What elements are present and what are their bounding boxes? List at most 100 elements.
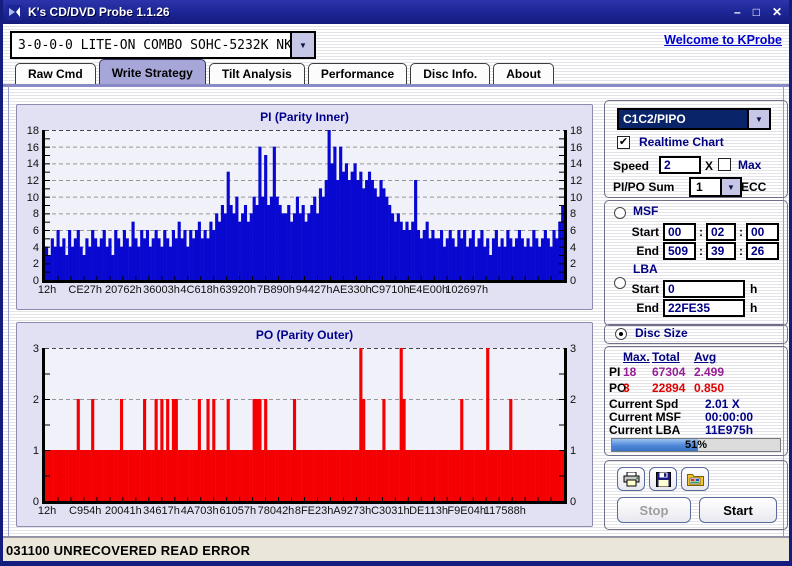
x-tick-label: 20041h [105, 505, 142, 517]
tab-about[interactable]: About [493, 63, 554, 84]
tab-tilt-analysis[interactable]: Tilt Analysis [208, 63, 305, 84]
speed-input[interactable] [659, 156, 701, 174]
chevron-down-icon[interactable]: ▼ [720, 179, 740, 195]
pipo-sum-combo[interactable]: 1 ▼ [689, 177, 742, 197]
y-tick-label: 0 [570, 275, 577, 287]
stats-group: Max. Total Avg PI 18 67304 2.499 PO 3 22… [604, 346, 788, 456]
stop-button[interactable]: Stop [617, 497, 691, 523]
msf-separator: : [739, 225, 743, 239]
app-icon [7, 4, 22, 20]
mode-combo-value: C1C2/PIPO [623, 112, 686, 126]
pi-row-label: PI [609, 365, 621, 379]
msf-end-sec[interactable] [706, 242, 736, 260]
x-tick-label: F9E04h [447, 505, 486, 517]
y-tick-label: 3 [32, 343, 39, 355]
chevron-down-icon[interactable]: ▼ [290, 33, 314, 57]
msf-end-min[interactable] [663, 242, 696, 260]
msf-start-label: Start [631, 225, 659, 239]
realtime-chart-checkbox[interactable]: ✔ [617, 136, 630, 149]
msf-start-frame[interactable] [746, 223, 779, 241]
po-total: 22894 [652, 381, 686, 395]
actions-group: Stop Start [604, 460, 788, 530]
y-tick-label: 2 [32, 258, 39, 271]
stats-header-row: Max. Total Avg [605, 350, 789, 364]
x-tick-label: 117588h [483, 505, 526, 517]
disc-size-label: Disc Size [635, 326, 688, 340]
tab-disc-info[interactable]: Disc Info. [410, 63, 491, 84]
welcome-link[interactable]: Welcome to KProbe [664, 33, 782, 47]
pi-max: 18 [623, 365, 637, 379]
x-tick-label: 4A703h [180, 505, 219, 517]
msf-separator: : [739, 244, 743, 258]
msf-start-min[interactable] [663, 223, 696, 241]
x-tick-label: CE27h [68, 284, 103, 296]
y-tick-label: 18 [570, 125, 583, 137]
disc-size-radio[interactable] [615, 328, 627, 340]
y-tick-label: 16 [26, 141, 39, 154]
y-tick-label: 0 [32, 275, 39, 287]
stats-header-total: Total [652, 350, 680, 364]
msf-start-sec[interactable] [706, 223, 736, 241]
lba-end-input[interactable] [663, 299, 745, 317]
msf-radio[interactable] [614, 207, 626, 219]
msf-end-frame[interactable] [746, 242, 779, 260]
y-tick-label: 8 [570, 208, 577, 221]
pi-chart-title: PI (Parity Inner) [260, 110, 349, 124]
image-folder-icon [686, 474, 704, 486]
tab-bar: Raw Cmd Write Strategy Tilt Analysis Per… [15, 59, 557, 84]
drive-select-combo[interactable]: 3-0-0-0 LITE-ON COMBO SOHC-5232K NK07 ▼ [10, 31, 316, 59]
x-tick-label: C954h [69, 505, 102, 517]
stats-header-avg: Avg [694, 350, 717, 364]
y-tick-label: 2 [570, 258, 577, 271]
lba-start-label: Start [631, 282, 659, 296]
msf-separator: : [699, 225, 703, 239]
window-border-left [0, 0, 3, 566]
y-tick-label: 1 [570, 445, 577, 457]
current-speed-value: 2.01 X [705, 397, 740, 411]
y-tick-label: 12 [570, 175, 583, 187]
print-button[interactable] [617, 467, 645, 491]
max-checkbox[interactable] [718, 158, 731, 171]
mode-combo[interactable]: C1C2/PIPO ▼ [617, 108, 771, 130]
close-button[interactable]: ✕ [771, 5, 782, 19]
po-chart: PO (Parity Outer) 0 1 2 3 0 1 2 3 12h C954h 2004… [16, 322, 593, 527]
lba-start-unit: h [750, 282, 758, 296]
floppy-disk-icon [655, 471, 671, 487]
x-tick-label: 4C618h [180, 284, 219, 296]
disc-size-group: Disc Size [604, 324, 788, 344]
tab-performance[interactable]: Performance [307, 63, 408, 84]
y-tick-label: 8 [32, 208, 39, 221]
checkmark-icon: ✔ [618, 136, 629, 148]
tab-raw-cmd[interactable]: Raw Cmd [15, 63, 96, 84]
y-tick-label: 18 [26, 125, 39, 137]
x-tick-label: 63920h [219, 284, 257, 296]
maximize-button[interactable]: □ [752, 5, 760, 19]
x-tick-label: 7B890h [256, 284, 295, 296]
start-button[interactable]: Start [699, 497, 777, 523]
save-button[interactable] [649, 467, 677, 491]
po-row-label: PO [609, 381, 627, 395]
tab-write-strategy[interactable]: Write Strategy [98, 59, 206, 84]
export-image-button[interactable] [681, 467, 709, 491]
chevron-down-icon[interactable]: ▼ [747, 110, 769, 128]
minimize-button[interactable]: – [734, 5, 741, 19]
y-tick-label: 14 [26, 158, 39, 171]
msf-separator: : [699, 244, 703, 258]
y-tick-label: 2 [32, 394, 39, 406]
pi-plot-area [42, 130, 567, 283]
chart-options-group: C1C2/PIPO ▼ ✔ Realtime Chart Speed X Max… [604, 100, 788, 198]
po-stats-row: PO 3 22894 0.850 [605, 381, 789, 395]
lba-start-input[interactable] [663, 280, 745, 298]
x-tick-label: DE113h [409, 505, 448, 517]
ecc-label: ECC [741, 180, 767, 194]
y-tick-label: 6 [570, 225, 577, 237]
current-lba-value: 11E975h [705, 423, 754, 437]
pipo-sum-label: PI/PO Sum [613, 180, 675, 194]
status-message: 031100 UNRECOVERED READ ERROR [6, 542, 251, 558]
lba-radio[interactable] [614, 277, 626, 289]
po-y-axis-left: 0 1 2 3 [17, 343, 42, 508]
window-border-bottom [0, 561, 792, 566]
status-bar: 031100 UNRECOVERED READ ERROR [3, 537, 789, 562]
pi-chart: PI (Parity Inner) 0 2 4 6 8 10 12 14 16 18 0 2 4 6 8 1… [16, 104, 593, 310]
x-tick-label: 12h [37, 284, 57, 296]
